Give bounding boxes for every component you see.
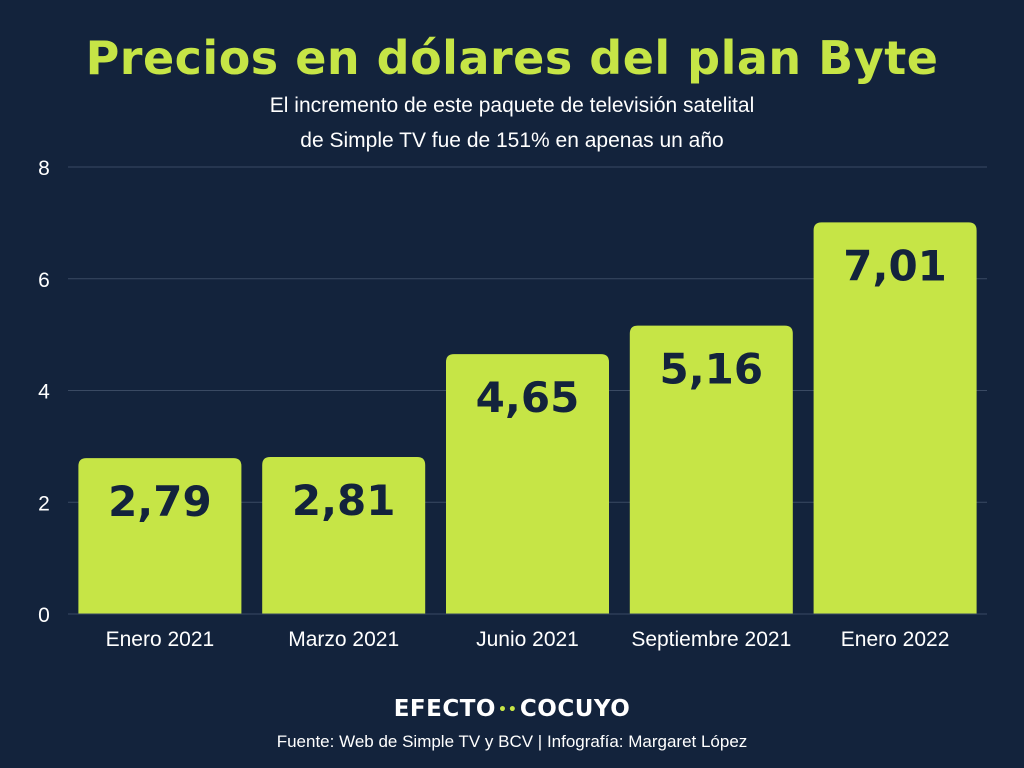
brand-logo-left: EFECTO	[393, 696, 496, 722]
x-tick-label: Enero 2022	[841, 628, 950, 651]
brand-logo-right: COCUYO	[519, 696, 631, 722]
x-tick-label: Enero 2021	[106, 628, 215, 651]
x-tick-label: Septiembre 2021	[631, 628, 791, 651]
bar-data-label: 5,16	[659, 345, 763, 394]
y-tick-label: 2	[38, 492, 50, 515]
bar	[629, 325, 793, 614]
chart-title: Precios en dólares del plan Byte	[85, 31, 939, 85]
bar-data-label: 4,65	[476, 373, 580, 422]
y-tick-label: 6	[38, 269, 50, 292]
brand-logo: EFECTO ••COCUYO	[0, 693, 1024, 726]
y-tick-label: 8	[38, 157, 50, 180]
x-tick-label: Marzo 2021	[288, 628, 399, 651]
bar-data-label: 2,79	[108, 477, 212, 526]
bar	[78, 458, 242, 614]
bar-data-label: 7,01	[843, 241, 947, 290]
x-tick-label: Junio 2021	[476, 628, 579, 651]
bar	[813, 222, 977, 614]
source-credit: Fuente: Web de Simple TV y BCV | Infogra…	[276, 732, 748, 751]
bar	[262, 456, 426, 614]
chart-subtitle-line-1: El incremento de este paquete de televis…	[269, 94, 755, 117]
bar-data-label: 2,81	[292, 476, 396, 525]
y-tick-label: 0	[38, 604, 50, 627]
bar	[446, 354, 609, 614]
y-tick-label: 4	[38, 381, 50, 404]
chart-subtitle-line-2: de Simple TV fue de 151% en apenas un añ…	[300, 129, 724, 152]
brand-logo-dots: ••	[497, 701, 518, 718]
